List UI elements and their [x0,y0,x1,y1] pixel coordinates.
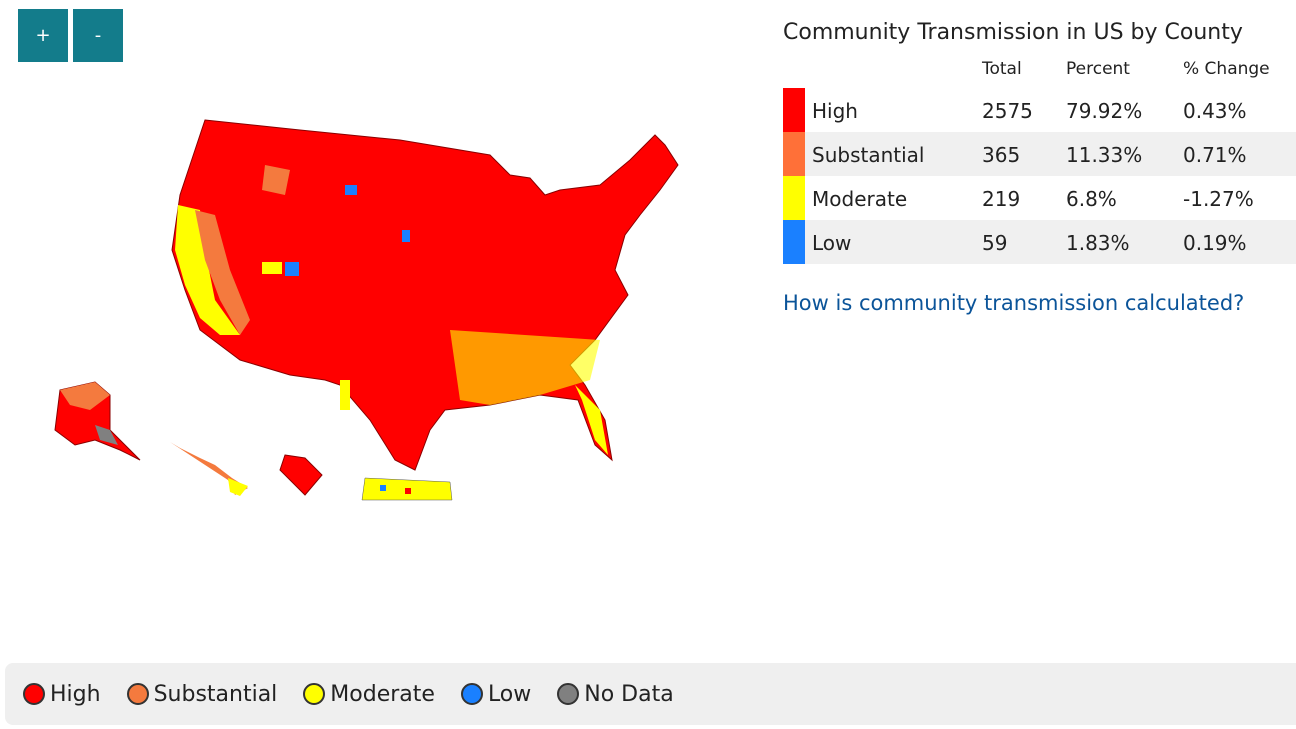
legend-label: No Data [584,681,674,707]
zoom-out-button[interactable]: - [73,9,123,62]
legend-item: Moderate [303,682,435,707]
percent-cell: 11.33% [1066,143,1143,167]
table-title: Community Transmission in US by County [783,20,1243,45]
color-swatch [783,176,805,220]
zoom-in-button[interactable]: + [18,9,68,62]
percent-cell: 79.92% [1066,99,1143,123]
percent-cell: 1.83% [1066,231,1130,255]
legend-label: Low [487,681,532,707]
change-cell: 0.71% [1183,143,1247,167]
legend-dot [557,683,580,705]
level-label: High [812,99,858,123]
legend-label: High [50,681,101,707]
color-swatch [783,88,805,132]
legend-label: Moderate [330,681,435,707]
change-cell: 0.43% [1183,99,1247,123]
column-header: Percent [1066,59,1130,79]
table-row: Substantial 365 11.33% 0.71% [783,132,1296,176]
legend-item: Low [460,681,532,707]
legend-item: No Data [557,681,674,707]
column-header: Total [982,59,1022,79]
legend-label: Substantial [153,681,278,707]
table-row: High 2575 79.92% 0.43% [783,88,1296,132]
total-cell: 2575 [982,99,1033,123]
total-cell: 365 [982,143,1021,167]
us-map [54,119,679,501]
level-label: Moderate [812,187,908,211]
legend-dot [303,683,326,705]
percent-cell: 6.8% [1066,187,1117,211]
table-row: Low 59 1.83% 0.19% [783,220,1296,264]
total-cell: 219 [982,187,1021,211]
color-swatch [783,132,805,176]
color-swatch [783,220,805,264]
help-link[interactable]: How is community transmission calculated… [783,291,1245,315]
table-row: Moderate 219 6.8% -1.27% [783,176,1296,220]
change-cell: -1.27% [1183,187,1254,211]
legend-dot [460,683,483,705]
column-header: % Change [1183,59,1270,79]
legend-item: High [23,682,101,707]
level-label: Substantial [812,143,925,167]
total-cell: 59 [982,231,1008,255]
legend-item: Substantial [126,681,278,707]
legend-dot [126,683,149,705]
legend: High Substantial Moderate Low No Data [5,663,1296,725]
level-label: Low [812,231,852,255]
legend-dot [23,683,45,705]
change-cell: 0.19% [1183,231,1247,255]
